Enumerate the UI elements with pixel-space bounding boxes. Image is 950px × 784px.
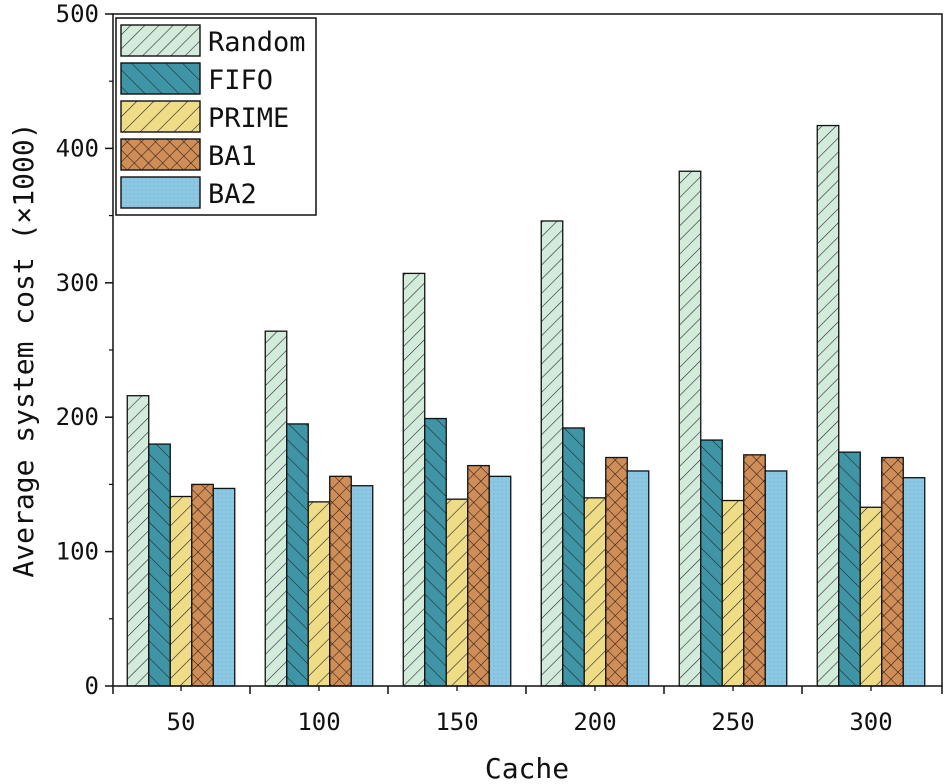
axes-layer: 0 100 200 300 400 500 50 100 150 200 250 300 — [56, 0, 943, 736]
bar-random-250 — [678, 170, 702, 687]
bar-random-200 — [540, 220, 564, 687]
x-tick-label-100: 100 — [297, 708, 340, 736]
legend-item-prime: PRIME — [120, 100, 289, 134]
bar-ba2-50 — [212, 487, 236, 687]
legend-label-random: Random — [208, 27, 306, 58]
y-tick-label-400: 400 — [56, 134, 99, 162]
y-tick-label-500: 500 — [56, 0, 99, 28]
bar-prime-50 — [169, 495, 193, 687]
legend-swatch-ba2 — [120, 176, 201, 209]
x-tick-label-250: 250 — [711, 708, 754, 736]
legend-swatch-prime — [120, 100, 201, 133]
bar-fifo-200 — [562, 427, 585, 687]
legend-label-ba2: BA2 — [208, 179, 257, 210]
legend-swatch-fifo — [120, 62, 201, 95]
bar-ba2-250 — [764, 470, 788, 687]
bar-ba1-200 — [605, 456, 628, 687]
bar-ba1-300 — [881, 456, 904, 687]
x-tick-label-150: 150 — [435, 708, 478, 736]
bar-prime-100 — [307, 501, 331, 687]
legend-label-ba1: BA1 — [208, 141, 257, 172]
y-tick-label-200: 200 — [56, 403, 99, 431]
bar-prime-250 — [721, 499, 745, 687]
legend-swatch-ba1 — [120, 138, 201, 171]
bar-ba2-200 — [626, 470, 650, 687]
legend-item-fifo: FIFO — [120, 62, 273, 96]
bar-prime-300 — [859, 506, 883, 687]
bar-prime-150 — [445, 498, 469, 687]
bar-ba1-50 — [191, 483, 214, 687]
x-tick-label-50: 50 — [167, 708, 196, 736]
bar-random-300 — [816, 124, 840, 687]
bar-random-100 — [264, 330, 288, 687]
bar-ba2-300 — [902, 477, 926, 687]
legend-item-random: Random — [120, 24, 306, 58]
legend-label-prime: PRIME — [208, 103, 289, 134]
bar-prime-200 — [583, 497, 607, 687]
y-tick-label-300: 300 — [56, 269, 99, 297]
bar-ba2-100 — [350, 485, 374, 687]
y-axis-title: Average system cost (×1000) — [7, 122, 40, 577]
y-tick-label-100: 100 — [56, 538, 99, 566]
legend-label-fifo: FIFO — [208, 65, 273, 96]
legend: Random FIFO PRIME BA1 BA2 — [115, 17, 317, 216]
bar-fifo-250 — [700, 439, 723, 687]
bar-fifo-300 — [838, 451, 861, 687]
legend-item-ba1: BA1 — [120, 138, 257, 172]
y-tick-label-0: 0 — [85, 672, 99, 700]
bar-ba2-150 — [488, 475, 512, 687]
bar-random-50 — [126, 395, 150, 687]
legend-swatch-random — [120, 24, 201, 57]
bar-fifo-100 — [286, 423, 309, 687]
x-tick-label-300: 300 — [849, 708, 892, 736]
x-axis-title: Cache — [485, 752, 569, 784]
bar-fifo-50 — [148, 443, 171, 687]
legend-item-ba2: BA2 — [120, 176, 257, 210]
bar-ba1-250 — [743, 454, 766, 687]
bar-fifo-150 — [424, 417, 447, 687]
bar-ba1-100 — [329, 475, 352, 687]
x-tick-label-200: 200 — [573, 708, 616, 736]
bar-random-150 — [402, 272, 426, 687]
bars-layer — [126, 124, 926, 687]
bar-ba1-150 — [467, 464, 490, 687]
